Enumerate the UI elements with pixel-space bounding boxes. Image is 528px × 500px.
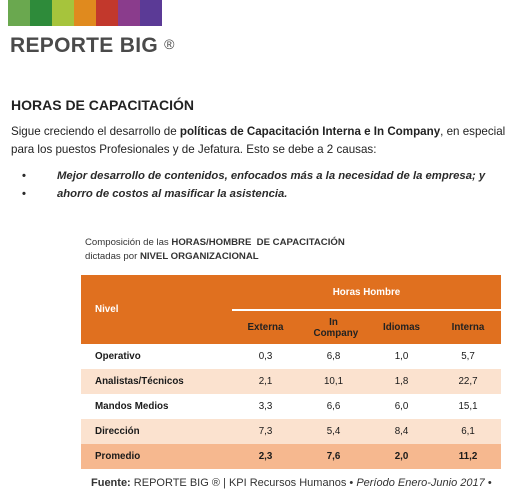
column-header: Idiomas xyxy=(368,310,435,344)
caption-line-1: Composición de las HORAS/HOMBRE DE CAPAC… xyxy=(85,236,345,250)
cell-value: 6,8 xyxy=(326,351,341,362)
cell-value: 15,1 xyxy=(458,401,478,412)
table-row: Operativo 0,3 6,8 1,0 5,7 xyxy=(81,344,501,369)
color-block xyxy=(8,0,30,26)
table-caption: Composición de las HORAS/HOMBRE DE CAPAC… xyxy=(85,236,345,264)
intro-paragraph: Sigue creciendo el desarrollo de polític… xyxy=(11,123,521,159)
section-heading: HORAS DE CAPACITACIÓN xyxy=(11,97,195,113)
table-row: Mandos Medios 3,3 6,6 6,0 15,1 xyxy=(81,394,501,419)
source-separator: | xyxy=(223,477,226,489)
intro-text-start: Sigue creciendo el desarrollo de xyxy=(11,125,180,138)
brand-color-bar xyxy=(8,0,162,26)
cell-value: 7,3 xyxy=(232,419,299,444)
total-value: 7,6 xyxy=(299,444,368,469)
caption-text: Composición de las xyxy=(85,237,172,248)
header-level: Nivel xyxy=(81,275,232,344)
cell-value: 10,1 xyxy=(299,369,368,394)
row-label: Operativo xyxy=(95,351,141,362)
cell-value: 6,6 xyxy=(326,401,341,412)
table-total-row: Promedio 2,3 7,6 2,0 11,2 xyxy=(81,444,501,469)
intro-text-end: , en especial para los puestos Profesion… xyxy=(11,125,506,156)
caption-line-2: dictadas por NIVEL ORGANIZACIONAL xyxy=(85,250,345,264)
source-line: Fuente: REPORTE BIG ® | KPI Recursos Hum… xyxy=(91,477,521,489)
training-hours-table: Nivel Horas Hombre Externa In Company Id… xyxy=(81,275,501,469)
caption-bold: NIVEL ORGANIZACIONAL xyxy=(139,251,259,262)
cause-list: • Mejor desarrollo de contenidos, enfoca… xyxy=(11,167,511,203)
brand-logo: REPORTE BIG ® xyxy=(10,34,175,58)
cell-value: 6,1 xyxy=(435,419,501,444)
cell-value: 1,8 xyxy=(368,369,435,394)
cell-value: 22,7 xyxy=(435,369,501,394)
column-header-text: In Company xyxy=(313,316,359,339)
cell-value: 3,3 xyxy=(258,401,273,412)
brand-name: REPORTE BIG xyxy=(10,34,158,57)
table-row: Analistas/Técnicos 2,1 10,1 1,8 22,7 xyxy=(81,369,501,394)
cell-value: 6,0 xyxy=(394,401,409,412)
color-block xyxy=(140,0,162,26)
total-value: 2,0 xyxy=(368,444,435,469)
table-header-row: Nivel Horas Hombre xyxy=(81,275,501,344)
source-label: Fuente: xyxy=(91,477,131,489)
color-block xyxy=(96,0,118,26)
source-org: KPI Recursos Humanos xyxy=(228,477,347,489)
cause-text: ahorro de costos al masificar la asisten… xyxy=(57,188,288,200)
source-bullet: • xyxy=(487,477,492,489)
table-row: Dirección 7,3 5,4 8,4 6,1 xyxy=(81,419,501,444)
source-bullet: • xyxy=(349,477,354,489)
cause-item: • Mejor desarrollo de contenidos, enfoca… xyxy=(11,167,511,185)
intro-text-bold: políticas de Capacitación Interna e In C… xyxy=(179,125,441,138)
column-header: Interna xyxy=(435,310,501,344)
caption-text: dictadas por xyxy=(85,251,140,262)
cause-text: Mejor desarrollo de contenidos, enfocado… xyxy=(57,170,486,182)
brand-reg-mark: ® xyxy=(164,36,175,52)
cause-item: • ahorro de costos al masificar la asist… xyxy=(11,185,511,203)
bullet-glyph: • xyxy=(22,188,26,200)
column-header: In Company xyxy=(299,310,368,344)
source-brand: REPORTE BIG ® xyxy=(133,477,220,489)
cell-value: 5,7 xyxy=(461,351,475,362)
column-header: Externa xyxy=(232,310,299,344)
bullet-glyph: • xyxy=(22,170,26,182)
color-block xyxy=(118,0,140,26)
table-subheader-row: Externa In Company Idiomas Interna xyxy=(81,310,501,344)
color-block xyxy=(30,0,52,26)
cell-value: 5,4 xyxy=(299,419,368,444)
color-block xyxy=(74,0,96,26)
cell-value: 1,0 xyxy=(394,351,409,362)
caption-bold: HORAS/HOMBRE DE CAPACITACIÓN xyxy=(171,237,345,248)
total-value: 2,3 xyxy=(232,444,299,469)
cell-value: 8,4 xyxy=(368,419,435,444)
total-label: Promedio xyxy=(81,444,232,469)
row-label: Mandos Medios xyxy=(95,401,169,412)
total-value: 11,2 xyxy=(435,444,501,469)
row-label: Dirección xyxy=(81,419,232,444)
color-block xyxy=(52,0,74,26)
cell-value: 2,1 xyxy=(232,369,299,394)
cell-value: 0,3 xyxy=(258,351,273,362)
header-group: Horas Hombre xyxy=(232,275,501,310)
row-label: Analistas/Técnicos xyxy=(81,369,232,394)
source-period: Período Enero-Junio 2017 xyxy=(356,477,485,489)
